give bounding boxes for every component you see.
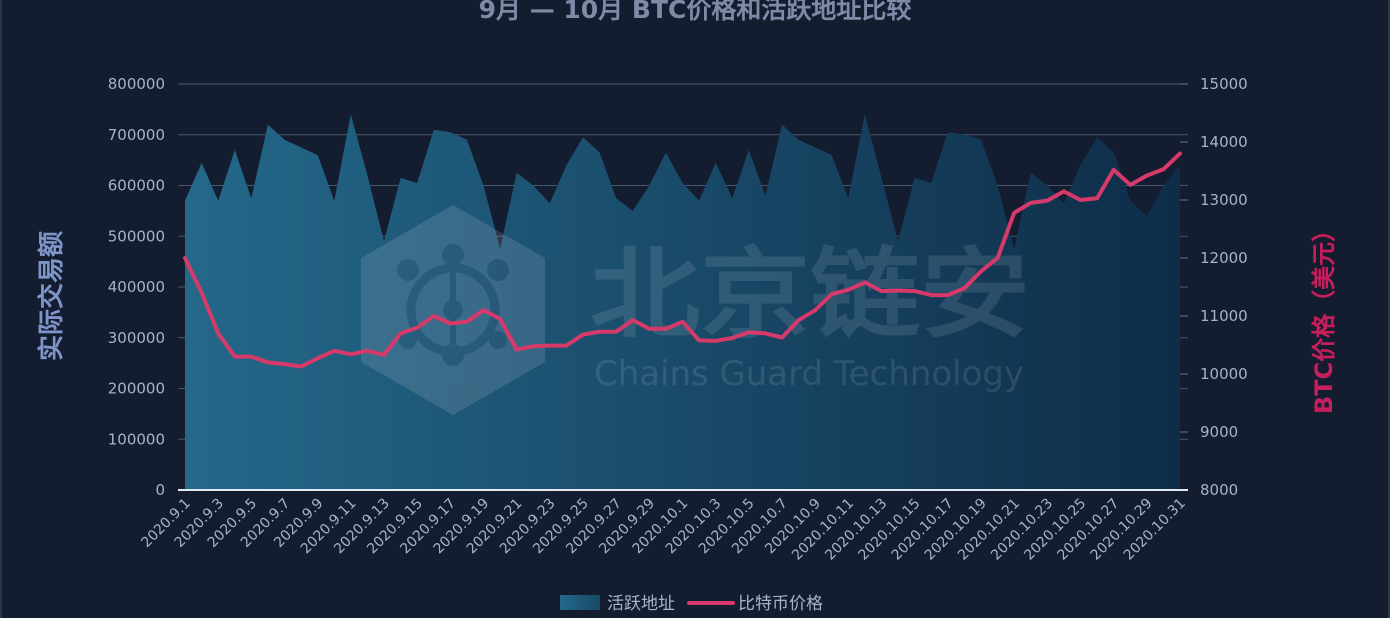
btc-price-line (183, 151, 1182, 369)
y-tick-label-right: 10000 (1200, 365, 1248, 383)
y-tick-label-left: 200000 (108, 380, 165, 398)
watermark-text-en: Chains Guard Technology (594, 354, 1024, 394)
y-tick-label-right: 11000 (1200, 307, 1248, 325)
y-tick-label-right: 12000 (1200, 249, 1248, 267)
y-tick-label-left: 300000 (108, 329, 165, 347)
area-series-layer (185, 114, 1180, 491)
y-tick-label-left: 0 (155, 481, 165, 499)
legend: 活跃地址 比特币价格 (560, 594, 823, 614)
y-tick-label-right: 9000 (1200, 423, 1238, 441)
watermark-text-cn: 北京链安 (590, 238, 1030, 352)
chart-title: 9月 — 10月 BTC价格和活跃地址比较 (479, 0, 912, 24)
legend-label-active-addresses: 活跃地址 (607, 594, 675, 614)
left-frame-border (0, 0, 2, 618)
y-tick-label-right: 14000 (1200, 133, 1248, 151)
y-tick-label-right: 13000 (1200, 191, 1248, 209)
y-tick-label-left: 500000 (108, 227, 165, 245)
y-tick-label-left: 700000 (108, 126, 165, 144)
y-tick-label-left: 800000 (108, 75, 165, 93)
active-address-area (185, 114, 1180, 491)
right-frame-border (1388, 0, 1390, 618)
watermark-logo (361, 205, 545, 415)
line-series-layer (183, 151, 1182, 369)
y-tick-label-left: 400000 (108, 278, 165, 296)
y-tick-label-left: 600000 (108, 177, 165, 195)
y-axis-left-label: 实际交易额 (36, 231, 67, 361)
y-tick-label-right: 15000 (1200, 75, 1248, 93)
y-tick-label-left: 100000 (108, 430, 165, 448)
y-tick-label-right: 8000 (1200, 481, 1238, 499)
legend-label-btc-price: 比特币价格 (738, 594, 823, 614)
legend-swatch-active-addresses (560, 595, 600, 610)
y-axis-right-label: BTC价格（美元） (1310, 218, 1338, 414)
